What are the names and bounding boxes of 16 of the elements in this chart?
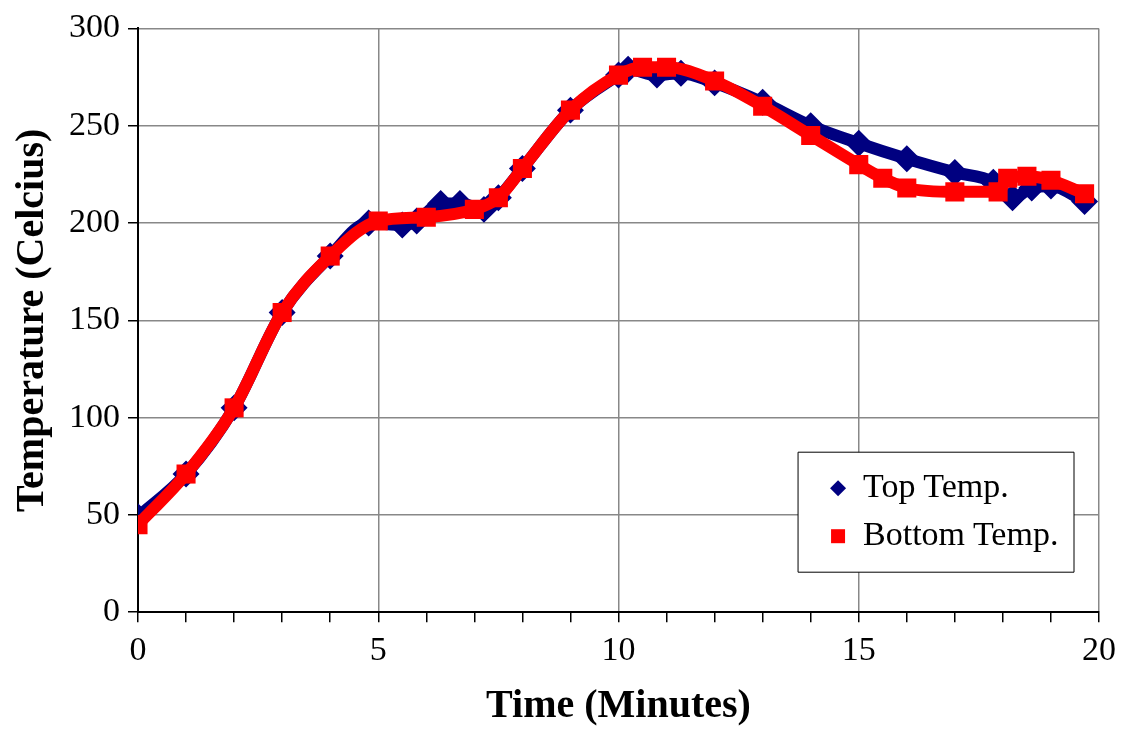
y-axis-title: Temperature (Celcius) — [7, 128, 53, 512]
x-tick-label: 5 — [369, 629, 387, 667]
y-tick-label: 250 — [69, 104, 120, 142]
y-tick-label: 300 — [69, 7, 120, 45]
y-tick-label: 200 — [69, 201, 120, 239]
x-tick-label: 20 — [1082, 629, 1116, 667]
x-axis-title: Time (Minutes) — [486, 681, 751, 727]
x-tick-label: 10 — [601, 629, 636, 667]
legend-label: Top Temp. — [863, 467, 1009, 505]
legend-label: Bottom Temp. — [863, 515, 1059, 553]
y-tick-label: 50 — [86, 493, 120, 531]
y-tick-label: 100 — [69, 396, 120, 434]
y-tick-label: 150 — [69, 299, 120, 337]
y-tick-label: 0 — [103, 591, 120, 629]
x-tick-label: 15 — [841, 629, 876, 667]
x-tick-label: 0 — [129, 629, 147, 667]
